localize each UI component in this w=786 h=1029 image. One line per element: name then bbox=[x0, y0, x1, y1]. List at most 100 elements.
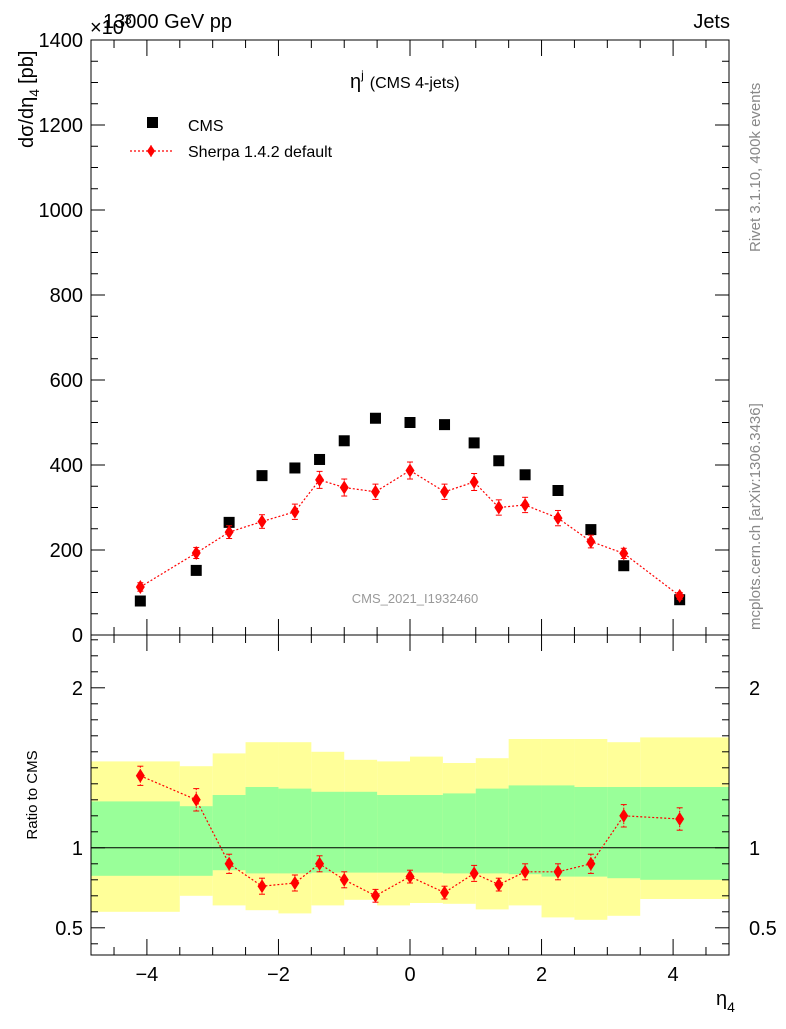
ratio-inner-band bbox=[91, 801, 180, 876]
ratio-y-tick-label-right: 0.5 bbox=[749, 918, 777, 940]
y-multiplier-exp: 3 bbox=[124, 11, 132, 27]
sherpa-data-point bbox=[586, 534, 596, 549]
ratio-y-tick-label-left: 1 bbox=[72, 838, 83, 860]
sherpa-data-point bbox=[257, 514, 267, 529]
cms-data-point bbox=[618, 560, 630, 572]
ratio-inner-band bbox=[442, 793, 476, 874]
legend-label-cms: CMS bbox=[188, 118, 224, 135]
side-text-rivet: Rivet 3.1.10, 400k events bbox=[747, 83, 764, 252]
ratio-data-point bbox=[553, 864, 563, 879]
plot-title: ηj (CMS 4-jets) bbox=[350, 68, 460, 93]
sherpa-data-point bbox=[440, 484, 450, 499]
main-y-label: dσ/dη4 [pb] bbox=[16, 51, 42, 148]
ratio-y-tick-label-left: 0.5 bbox=[55, 918, 83, 940]
x-tick-label: −4 bbox=[136, 964, 159, 986]
ratio-inner-band bbox=[278, 788, 312, 874]
sherpa-data-point bbox=[290, 504, 300, 519]
header-left: 13000 GeV pp bbox=[103, 11, 232, 33]
x-tick-label: 2 bbox=[536, 964, 547, 986]
main-y-tick-label: 1200 bbox=[39, 115, 84, 137]
sherpa-data-point bbox=[675, 588, 685, 603]
legend-marker-cms bbox=[147, 117, 158, 128]
main-y-tick-label: 800 bbox=[50, 285, 83, 307]
main-y-tick-labels: 0 200 400 600 800 1000 1200 1400 bbox=[39, 30, 84, 647]
ratio-uncertainty-bands bbox=[91, 737, 729, 920]
ratio-y-label: Ratio to CMS bbox=[24, 750, 41, 839]
plot-title-main: η bbox=[350, 71, 361, 93]
sherpa-data-point bbox=[135, 579, 145, 594]
ratio-data-point bbox=[520, 864, 530, 879]
ratio-data-point bbox=[257, 879, 267, 894]
x-tick-label: −2 bbox=[267, 964, 290, 986]
ratio-data-point bbox=[494, 877, 504, 892]
x-axis-label: η4 bbox=[716, 988, 735, 1015]
plot-title-sup: j bbox=[360, 68, 364, 82]
legend-marker-sherpa bbox=[147, 145, 155, 157]
ratio-inner-band bbox=[640, 787, 729, 880]
ratio-y-tick-labels: 0.5 0.5 1 1 2 2 bbox=[55, 678, 777, 940]
ratio-y-tick-label-left: 2 bbox=[72, 678, 83, 700]
sherpa-data-point bbox=[224, 525, 234, 540]
ratio-inner-band bbox=[475, 788, 509, 874]
x-axis-label-main: η bbox=[716, 988, 727, 1010]
cms-data-point bbox=[439, 419, 451, 431]
cms-data-point bbox=[223, 516, 235, 528]
ratio-series-sherpa bbox=[135, 765, 685, 903]
main-y-tick-label: 200 bbox=[50, 540, 83, 562]
ratio-data-point bbox=[224, 856, 234, 871]
cms-data-point bbox=[519, 469, 531, 481]
main-y-tick-label: 1000 bbox=[39, 200, 84, 222]
ratio-y-tick-label-right: 2 bbox=[749, 678, 760, 700]
ratio-data-point bbox=[619, 808, 629, 823]
cms-data-point bbox=[256, 470, 268, 482]
ratio-data-point bbox=[675, 812, 685, 826]
ratio-data-point bbox=[135, 768, 145, 783]
ratio-data-point bbox=[469, 866, 479, 881]
ratio-inner-band bbox=[410, 795, 443, 873]
main-axis-ticks bbox=[91, 39, 729, 636]
x-tick-label: 0 bbox=[404, 964, 415, 986]
main-plot-frame bbox=[90, 39, 730, 636]
ratio-inner-band bbox=[541, 785, 575, 877]
ratio-y-tick-label-right: 1 bbox=[749, 838, 760, 860]
main-series-cms bbox=[134, 412, 686, 607]
main-y-label-text: dσ/dη bbox=[16, 97, 38, 148]
cms-data-point bbox=[404, 417, 416, 428]
sherpa-data-point bbox=[469, 475, 479, 489]
main-y-label-sub: 4 bbox=[26, 89, 42, 97]
cms-data-point bbox=[585, 524, 597, 536]
sherpa-data-point bbox=[339, 480, 349, 495]
plot-title-rest: (CMS 4-jets) bbox=[370, 75, 460, 92]
sherpa-line bbox=[140, 469, 681, 597]
sherpa-data-point bbox=[405, 463, 415, 478]
ratio-data-point bbox=[405, 869, 415, 884]
cms-data-point bbox=[289, 462, 301, 474]
cms-data-point bbox=[338, 435, 350, 447]
ratio-axis-ticks bbox=[91, 635, 729, 955]
ratio-inner-band bbox=[311, 791, 345, 873]
main-y-tick-label: 1400 bbox=[39, 30, 84, 52]
ratio-data-point bbox=[315, 856, 325, 871]
analysis-watermark: CMS_2021_I1932460 bbox=[352, 591, 479, 606]
sherpa-data-point bbox=[191, 545, 201, 560]
ratio-data-point bbox=[370, 888, 380, 903]
ratio-inner-band bbox=[179, 806, 213, 876]
ratio-inner-band bbox=[344, 791, 378, 873]
ratio-inner-band bbox=[607, 787, 641, 879]
cms-data-point bbox=[190, 564, 202, 576]
ratio-data-point bbox=[586, 856, 596, 871]
cms-data-point bbox=[134, 595, 146, 607]
sherpa-data-point bbox=[553, 511, 563, 526]
main-y-tick-label: 0 bbox=[72, 625, 83, 647]
x-axis-label-sub: 4 bbox=[727, 999, 735, 1015]
ratio-data-point bbox=[290, 876, 300, 890]
main-y-label-unit: [pb] bbox=[16, 51, 38, 84]
sherpa-data-point bbox=[315, 472, 325, 487]
main-series-sherpa bbox=[135, 461, 685, 603]
main-y-tick-label: 400 bbox=[50, 455, 83, 477]
y-multiplier: ×103 bbox=[90, 11, 132, 39]
ratio-plot-frame bbox=[90, 634, 730, 956]
ratio-data-point bbox=[440, 885, 450, 900]
